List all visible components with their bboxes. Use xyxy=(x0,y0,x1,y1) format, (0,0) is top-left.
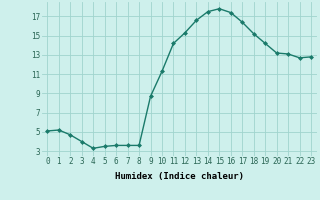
X-axis label: Humidex (Indice chaleur): Humidex (Indice chaleur) xyxy=(115,172,244,181)
